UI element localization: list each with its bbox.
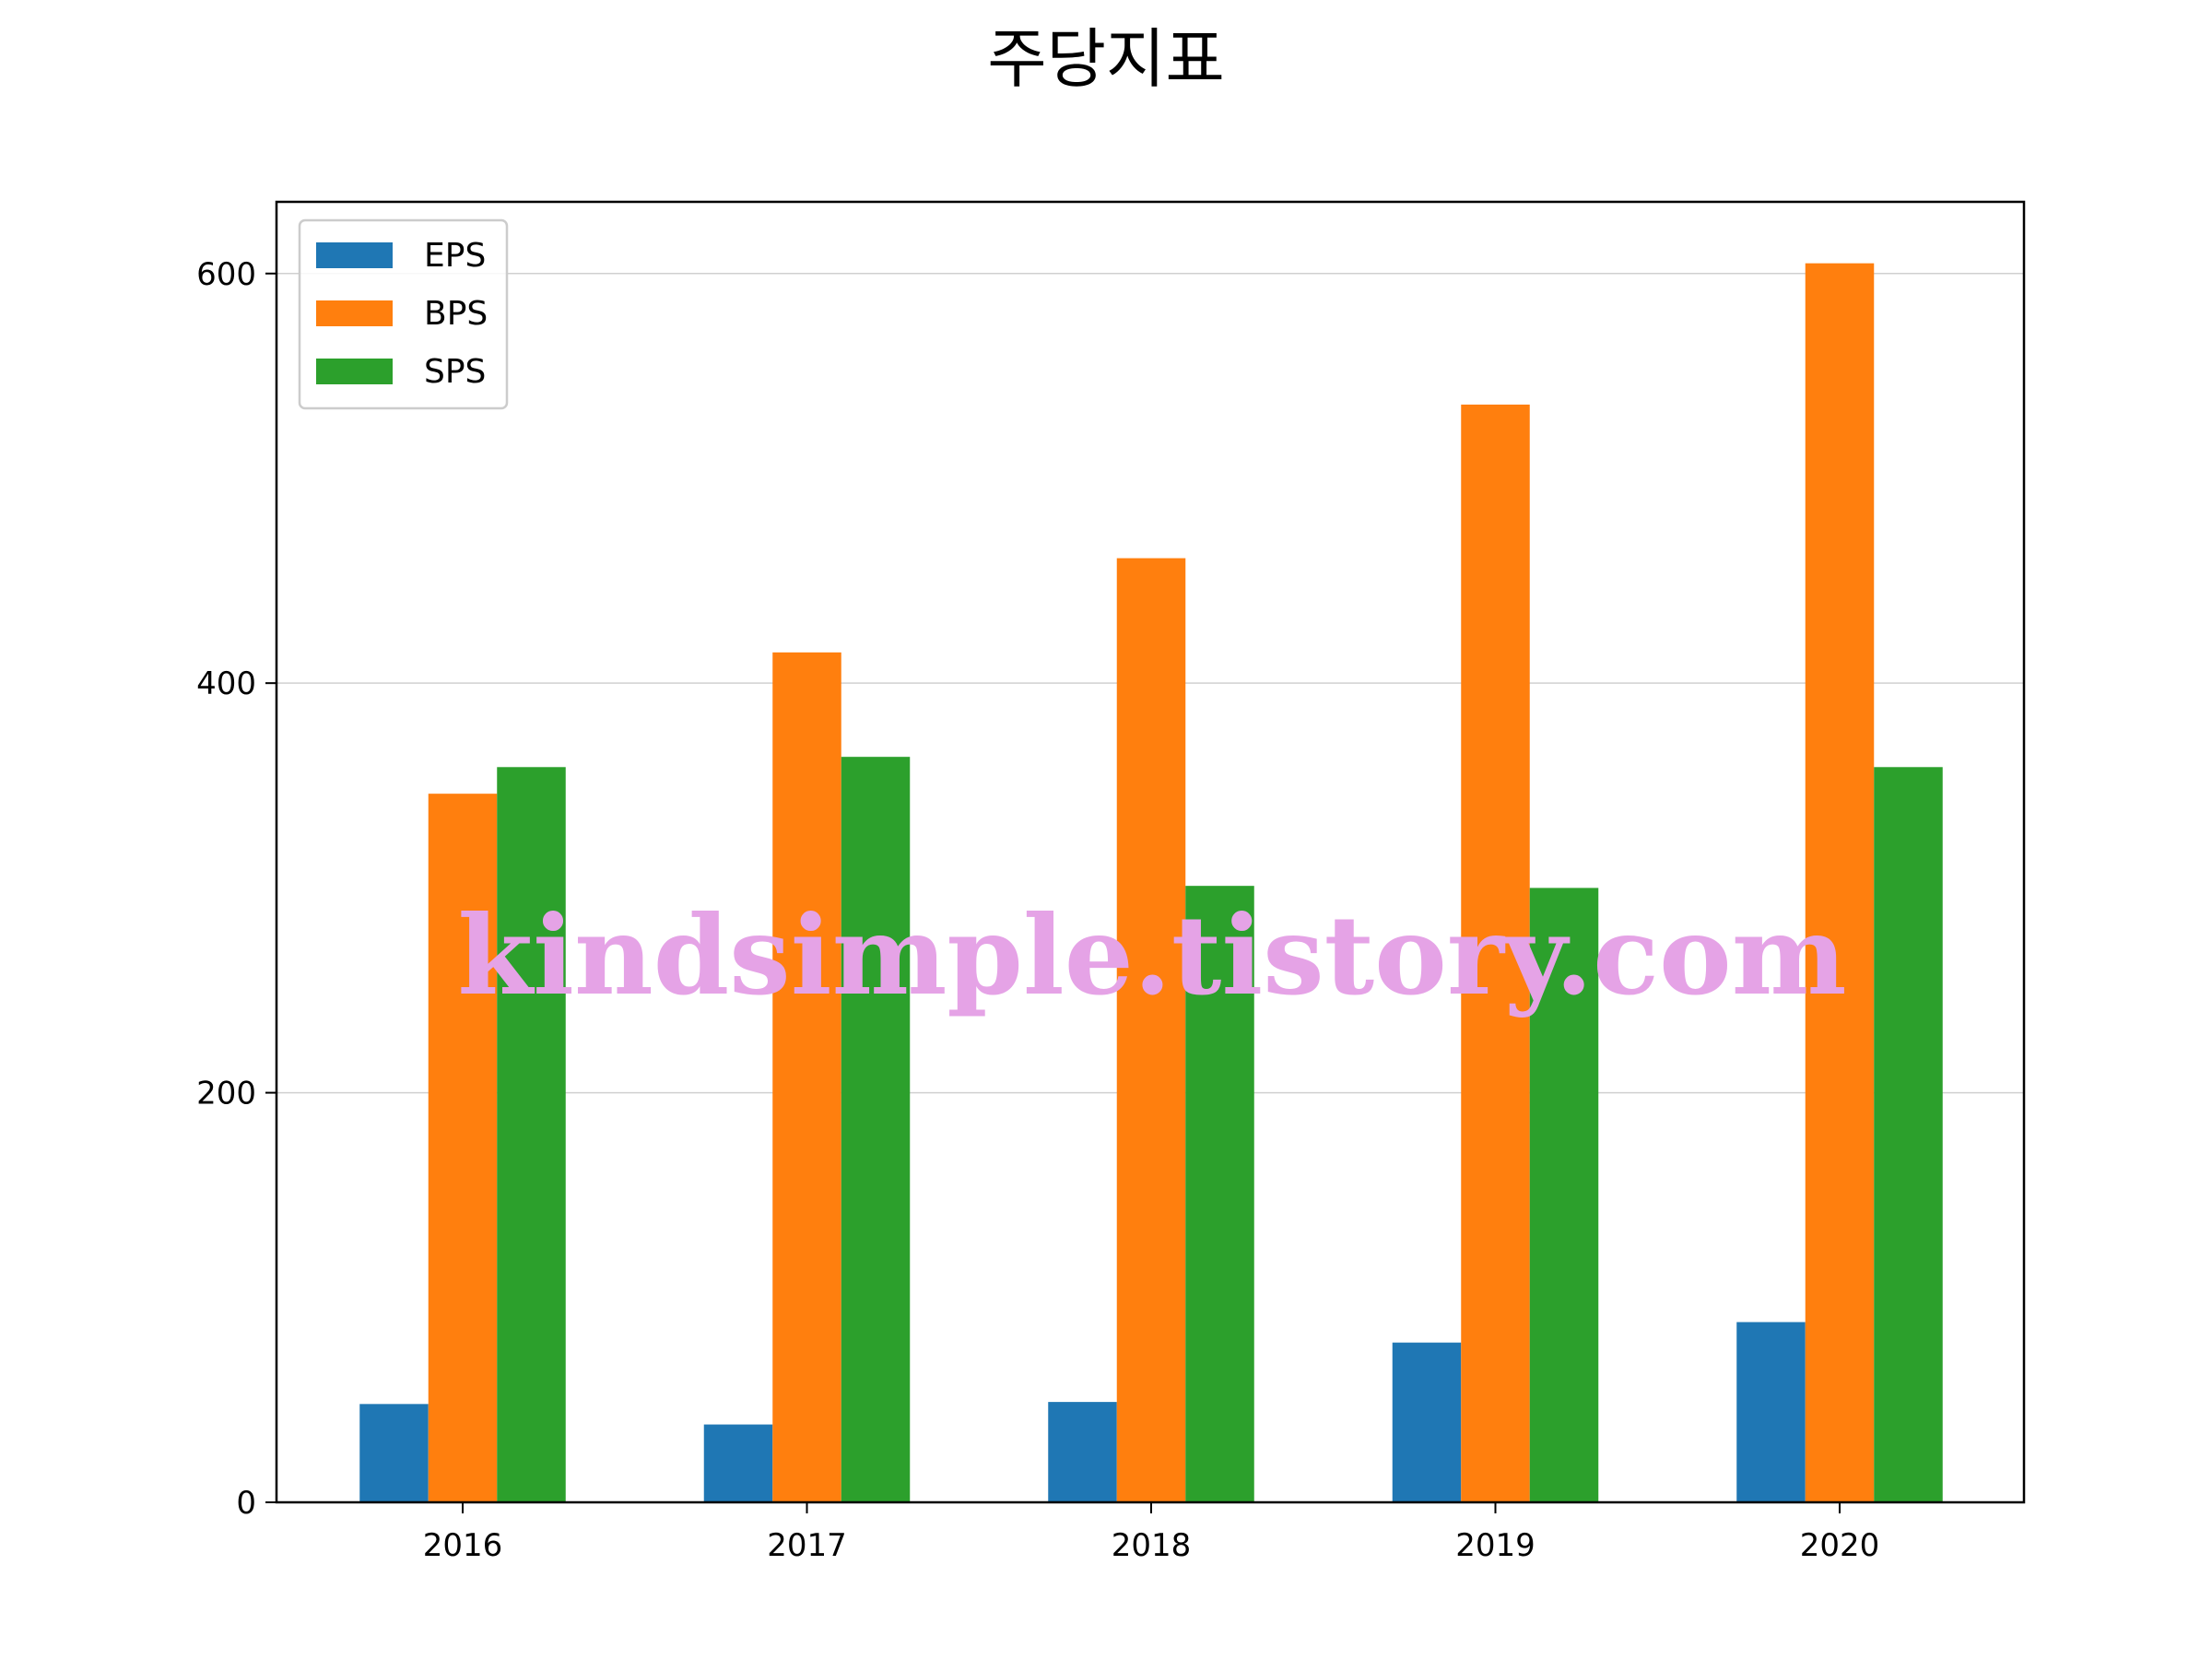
x-tick-label: 2017 <box>767 1527 847 1564</box>
chart-title: 주당지표 <box>987 21 1225 97</box>
bar-bps-2017 <box>772 652 841 1502</box>
watermark-text: kindsimple.tistory.com <box>457 891 1846 1019</box>
bar-eps-2016 <box>359 1404 429 1502</box>
legend-label-sps: SPS <box>424 353 486 391</box>
bar-bps-2018 <box>1116 558 1186 1502</box>
bar-eps-2018 <box>1048 1402 1117 1502</box>
legend: EPS BPS SPS <box>298 218 509 410</box>
bar-sps-2016 <box>497 767 566 1502</box>
x-tick-label: 2019 <box>1455 1527 1535 1564</box>
legend-swatch-bps <box>316 300 393 326</box>
bar-sps-2019 <box>1529 888 1599 1502</box>
bar-bps-2016 <box>428 794 498 1502</box>
bar-bps-2020 <box>1805 263 1875 1503</box>
x-tick-label: 2016 <box>423 1527 503 1564</box>
bars <box>359 263 1943 1503</box>
legend-label-bps: BPS <box>424 295 488 333</box>
y-tick-label: 400 <box>196 665 256 702</box>
x-axis: 2016 2017 2018 2019 2020 <box>423 1502 1880 1564</box>
legend-swatch-eps <box>316 242 393 268</box>
bar-sps-2017 <box>841 757 911 1502</box>
bar-sps-2020 <box>1874 767 1943 1502</box>
legend-swatch-sps <box>316 359 393 384</box>
x-tick-label: 2020 <box>1800 1527 1880 1564</box>
y-tick-label: 600 <box>196 256 256 293</box>
x-tick-label: 2018 <box>1112 1527 1192 1564</box>
y-tick-label: 0 <box>236 1485 256 1522</box>
y-tick-label: 200 <box>196 1076 256 1112</box>
bar-sps-2018 <box>1185 886 1254 1502</box>
bar-eps-2019 <box>1392 1342 1462 1502</box>
bar-eps-2020 <box>1736 1322 1806 1502</box>
bar-bps-2019 <box>1461 404 1530 1502</box>
y-axis: 0 200 400 600 <box>196 256 276 1522</box>
legend-label-eps: EPS <box>424 237 486 275</box>
bar-eps-2017 <box>703 1424 773 1502</box>
